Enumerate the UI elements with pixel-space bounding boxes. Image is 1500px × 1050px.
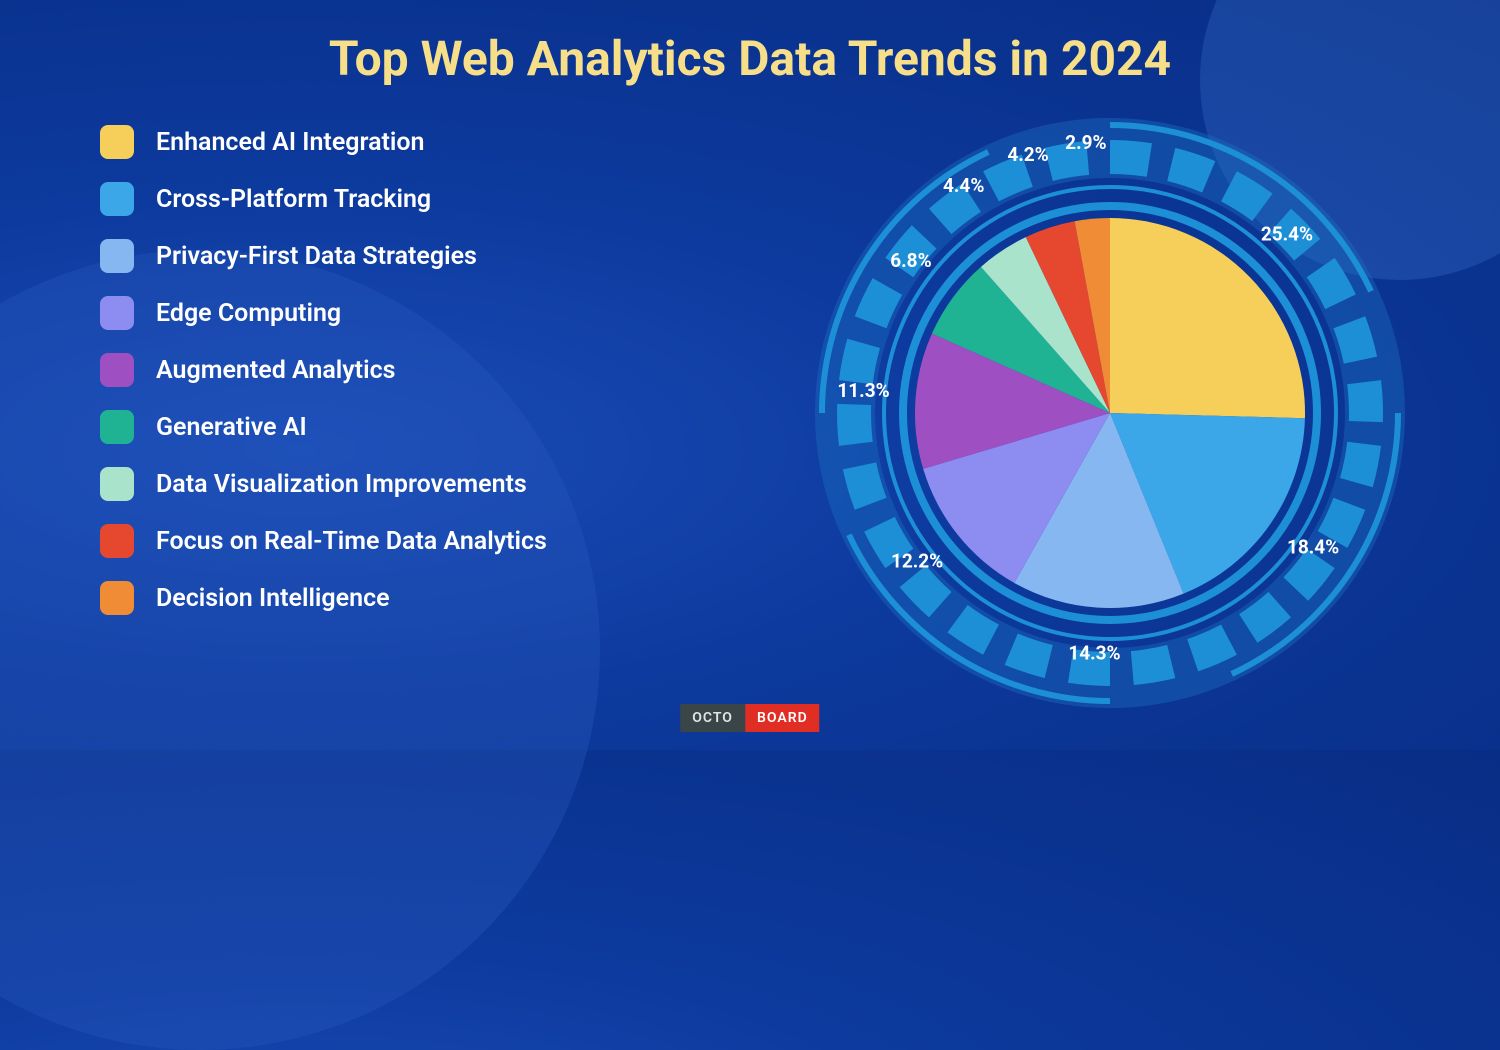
legend-item: Privacy-First Data Strategies <box>100 239 547 273</box>
legend-item: Augmented Analytics <box>100 353 547 387</box>
pie-pct-label: 6.8% <box>890 249 931 272</box>
legend-label: Focus on Real-Time Data Analytics <box>156 527 547 556</box>
legend-label: Privacy-First Data Strategies <box>156 242 477 271</box>
pie-pct-label: 4.2% <box>1007 143 1048 166</box>
legend: Enhanced AI Integration Cross-Platform Tr… <box>100 125 547 615</box>
legend-item: Data Visualization Improvements <box>100 467 547 501</box>
legend-label: Decision Intelligence <box>156 584 390 613</box>
pie-pct-label: 11.3% <box>837 379 889 402</box>
legend-swatch <box>100 239 134 273</box>
legend-swatch <box>100 467 134 501</box>
pie-pct-label: 12.2% <box>891 549 943 572</box>
legend-label: Data Visualization Improvements <box>156 470 527 499</box>
pie-chart: 25.4% 18.4% 14.3% 12.2% 11.3% 6.8% 4.4% 4.2% 2.9… <box>815 118 1405 708</box>
pie-pct-label: 4.4% <box>943 174 984 197</box>
logo-octo: OCTO <box>680 704 745 732</box>
legend-label: Enhanced AI Integration <box>156 128 425 157</box>
legend-item: Focus on Real-Time Data Analytics <box>100 524 547 558</box>
legend-label: Generative AI <box>156 413 307 442</box>
legend-item: Enhanced AI Integration <box>100 125 547 159</box>
pie-pct-label: 25.4% <box>1261 223 1313 246</box>
pie-pct-label: 14.3% <box>1068 642 1120 665</box>
pie-pct-label: 2.9% <box>1065 131 1106 154</box>
legend-swatch <box>100 410 134 444</box>
footer-logo: OCTO BOARD <box>680 704 819 732</box>
pie-slice <box>1110 218 1305 418</box>
pie-pct-label: 18.4% <box>1287 536 1339 559</box>
legend-swatch <box>100 524 134 558</box>
logo-board: BOARD <box>745 704 820 732</box>
legend-item: Decision Intelligence <box>100 581 547 615</box>
legend-item: Edge Computing <box>100 296 547 330</box>
legend-swatch <box>100 353 134 387</box>
legend-swatch <box>100 296 134 330</box>
page-title: Top Web Analytics Data Trends in 2024 <box>0 30 1500 87</box>
legend-label: Augmented Analytics <box>156 356 395 385</box>
legend-swatch <box>100 182 134 216</box>
legend-swatch <box>100 125 134 159</box>
legend-label: Cross-Platform Tracking <box>156 185 431 214</box>
legend-item: Generative AI <box>100 410 547 444</box>
legend-swatch <box>100 581 134 615</box>
legend-item: Cross-Platform Tracking <box>100 182 547 216</box>
legend-label: Edge Computing <box>156 299 341 328</box>
